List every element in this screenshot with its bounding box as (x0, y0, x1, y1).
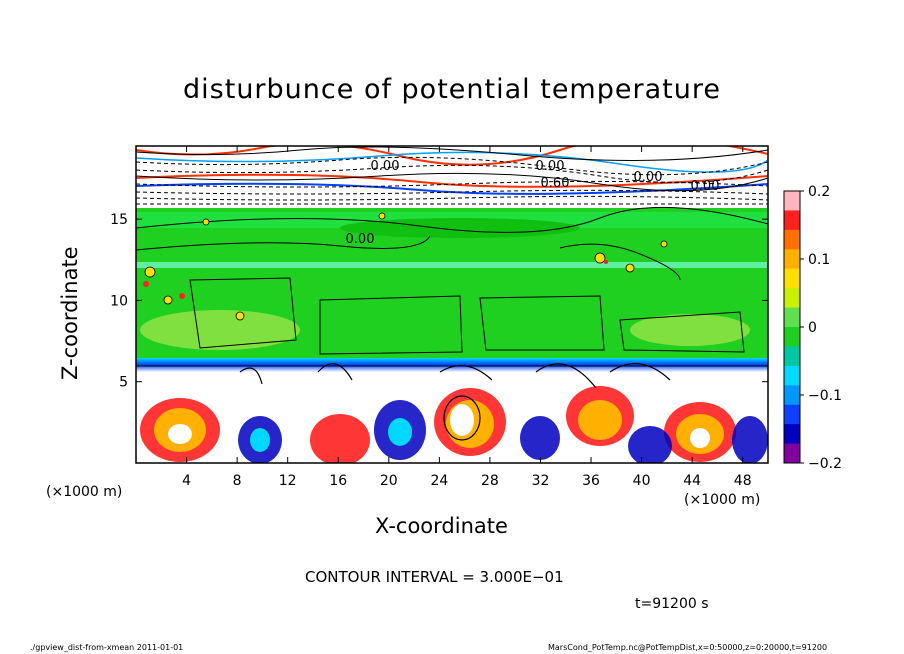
colorbar-swatch (784, 424, 800, 445)
colorbar: 0.2 0.1 0 −0.1 −0.2 (783, 184, 842, 472)
contour-label: 0.00 (691, 179, 720, 194)
colorbar-tick-label: 0.2 (808, 184, 830, 200)
x-tick-label: 20 (380, 473, 398, 489)
transition-band (136, 358, 768, 372)
colorbar-swatch (784, 365, 800, 386)
colorbar-tick-label: −0.1 (808, 388, 842, 404)
contour-label: 0.60 (541, 176, 570, 191)
colorbar-tick-label: 0 (808, 320, 817, 336)
x-unit-left: (×1000 m) (46, 484, 123, 500)
x-tick-label: 12 (279, 473, 297, 489)
x-tick-label: 32 (532, 473, 550, 489)
colorbar-swatch (784, 327, 800, 347)
colorbar-swatch (784, 346, 800, 367)
colorbar-swatch (784, 268, 800, 289)
y-tick-label: 15 (110, 212, 128, 228)
heatmap-field (136, 146, 768, 463)
colorbar-swatch (784, 307, 800, 328)
x-ticks: 4 8 12 16 20 24 28 32 36 40 44 48 (182, 146, 752, 489)
contour-label: 0.00 (346, 232, 375, 247)
x-tick-label: 36 (582, 473, 600, 489)
colorbar-swatch (784, 288, 800, 309)
x-tick-label: 24 (430, 473, 448, 489)
y-ticks: 5 10 15 (110, 212, 768, 391)
colorbar-swatch (784, 210, 800, 231)
x-tick-label: 48 (734, 473, 752, 489)
colorbar-swatch (784, 443, 800, 464)
x-tick-label: 28 (481, 473, 499, 489)
colorbar-tick-label: 0.1 (808, 252, 830, 268)
x-unit-right: (×1000 m) (684, 492, 761, 508)
colorbar-swatch (784, 385, 800, 406)
x-axis-label: X-coordinate (375, 514, 508, 538)
chart-title: disturbunce of potential temperature (183, 74, 721, 105)
contour-label: 0.00 (536, 159, 565, 174)
footer-left: ./gpview_dist-from-xmean 2011-01-01 (30, 643, 184, 652)
y-tick-label: 5 (119, 375, 128, 391)
colorbar-swatch (784, 404, 800, 425)
x-tick-label: 4 (182, 473, 191, 489)
plot-frame (135, 145, 769, 464)
x-tick-label: 8 (233, 473, 242, 489)
footer-right: MarsCond_PotTemp.nc@PotTempDist,x=0:5000… (548, 643, 828, 652)
colorbar-swatch (784, 191, 800, 211)
contour-label: 0.00 (371, 159, 400, 174)
colorbar-swatch (784, 229, 800, 250)
upper-region (136, 146, 768, 208)
time-label: t=91200 s (635, 596, 709, 612)
y-tick-label: 10 (110, 293, 128, 309)
contour-label: 0.00 (634, 170, 663, 185)
colorbar-tick-label: −0.2 (808, 456, 842, 472)
x-tick-label: 16 (329, 473, 347, 489)
x-tick-label: 40 (633, 473, 651, 489)
contour-labels: 0.00 0.00 0.00 0.60 0.00 0.00 (346, 159, 720, 247)
colorbar-swatch (784, 249, 800, 270)
x-tick-label: 44 (683, 473, 701, 489)
contour-interval: CONTOUR INTERVAL = 3.000E−01 (305, 568, 564, 586)
